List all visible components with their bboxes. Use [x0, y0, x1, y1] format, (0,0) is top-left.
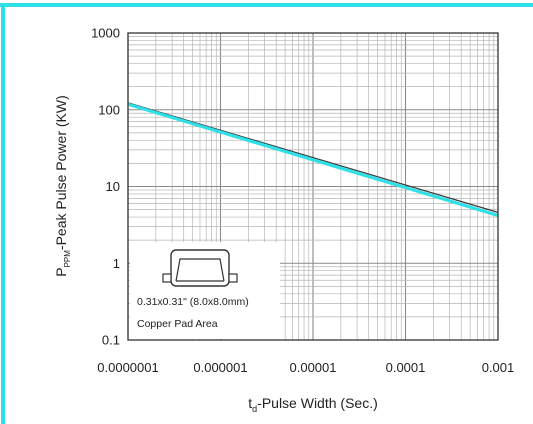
x-tick-label: 0.001	[482, 360, 515, 375]
y-axis-label-symbol: P	[53, 267, 69, 276]
y-tick-label: 100	[98, 102, 120, 117]
series-line	[127, 102, 499, 217]
pad-area-inset: 0.31x0.31" (8.0x8.0mm) Copper Pad Area	[130, 242, 280, 339]
inset-pad-size: 0.31x0.31" (8.0x8.0mm)	[137, 296, 249, 308]
inset-pad-label: Copper Pad Area	[137, 318, 218, 330]
x-tick-label: 0.00001	[290, 360, 337, 375]
x-tick-label: 0.0001	[386, 360, 426, 375]
y-tick-labels: 0.1 1 10 100 1000	[91, 26, 120, 348]
y-tick-label: 10	[106, 179, 120, 194]
y-tick-label: 0.1	[102, 333, 120, 348]
x-tick-label: 0.000001	[193, 360, 247, 375]
x-axis-label-symbol: t	[248, 395, 252, 411]
y-axis-label-text: -Peak Pulse Power (KW)	[53, 95, 69, 250]
smd-package-icon	[162, 249, 238, 287]
y-axis-label-subscript: PPM	[63, 250, 72, 268]
y-tick-label: 1	[113, 256, 120, 271]
x-axis-label-subscript: d	[252, 404, 257, 414]
y-axis-label: PPPM-Peak Pulse Power (KW)	[53, 95, 72, 277]
x-tick-label: 0.0000001	[97, 360, 158, 375]
series-lines	[127, 102, 499, 217]
x-axis-label-text: -Pulse Width (Sec.)	[257, 395, 378, 411]
y-tick-label: 1000	[91, 26, 120, 41]
plot-area-border	[127, 32, 499, 341]
x-axis-label: td-Pulse Width (Sec.)	[248, 395, 378, 414]
x-tick-labels: 0.0000001 0.000001 0.00001 0.0001 0.001	[97, 360, 514, 375]
